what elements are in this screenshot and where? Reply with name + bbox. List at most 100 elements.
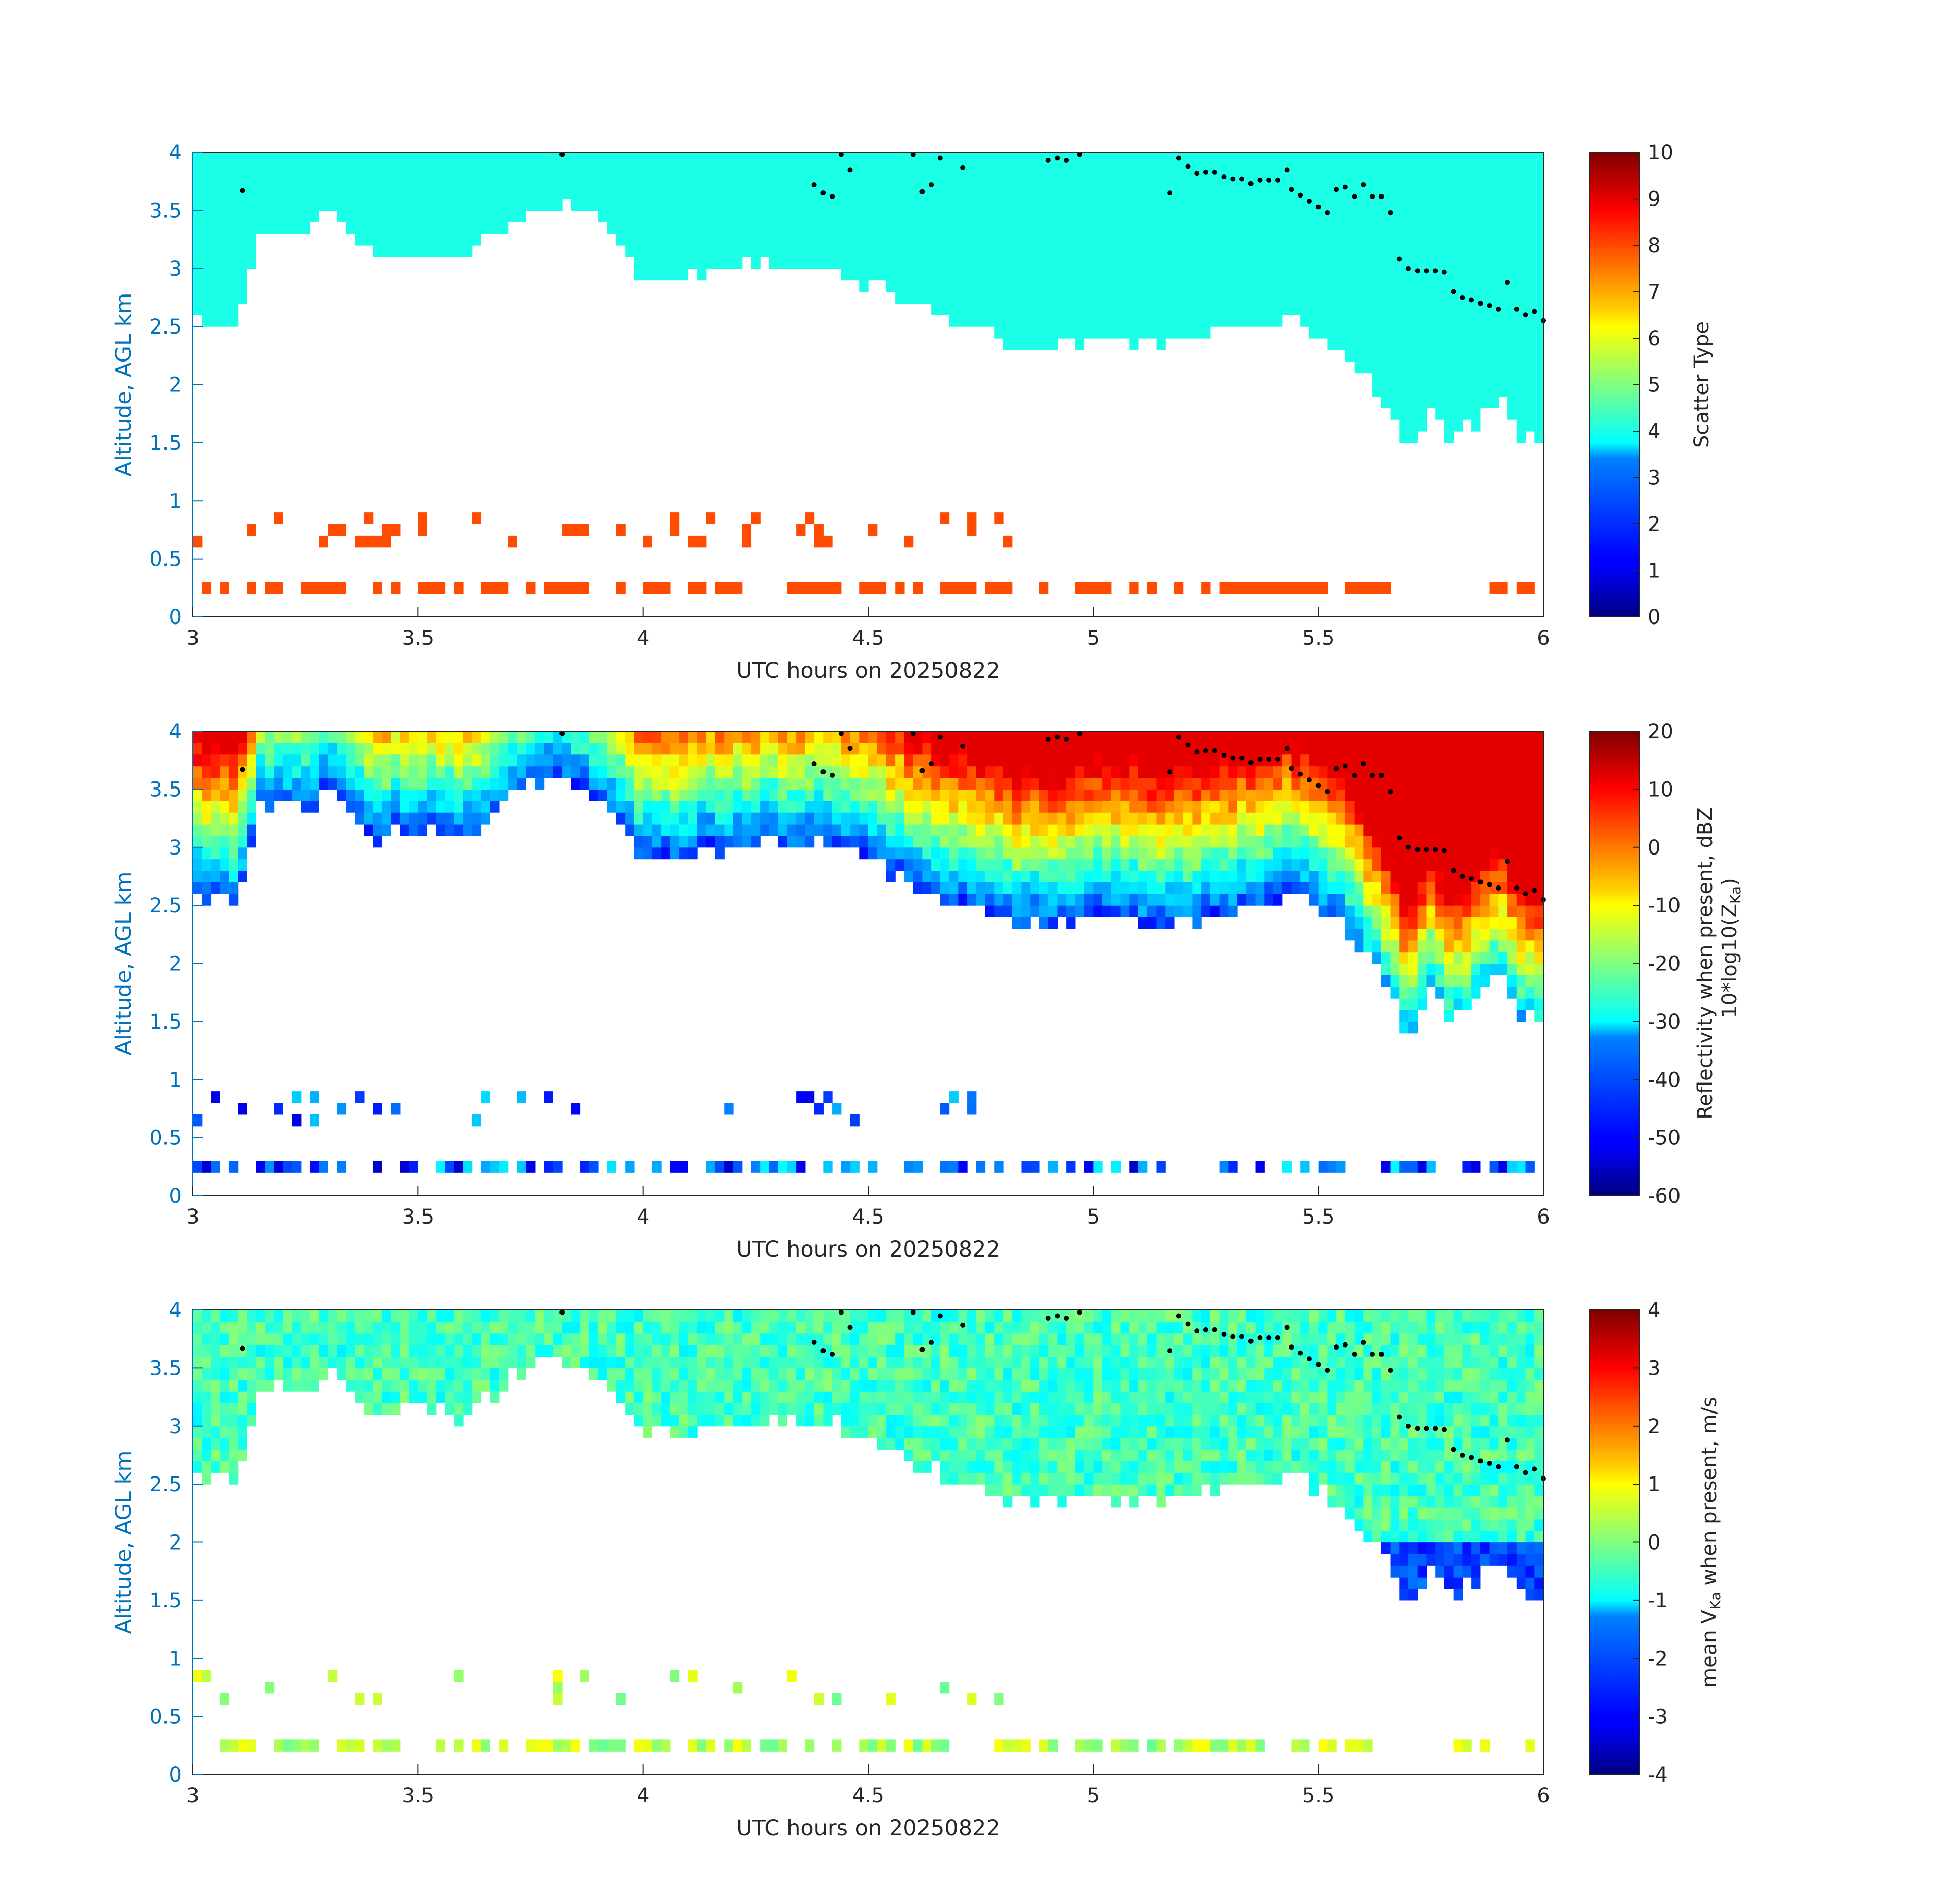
cell bbox=[1417, 975, 1427, 987]
cell bbox=[454, 152, 464, 165]
cell bbox=[1138, 905, 1148, 917]
cell bbox=[598, 1368, 608, 1380]
cell bbox=[1138, 175, 1148, 188]
cell bbox=[1462, 175, 1472, 188]
cell bbox=[1354, 303, 1364, 315]
cell bbox=[616, 234, 626, 246]
cell bbox=[1444, 777, 1454, 790]
cell bbox=[427, 1310, 437, 1322]
cell bbox=[1354, 280, 1364, 292]
cell bbox=[1237, 315, 1247, 327]
cell bbox=[1039, 326, 1049, 339]
cell bbox=[228, 1403, 239, 1415]
cell bbox=[1219, 152, 1229, 165]
cell bbox=[580, 1344, 589, 1357]
cell bbox=[670, 1344, 680, 1357]
cell bbox=[715, 835, 725, 848]
cell bbox=[1480, 199, 1490, 211]
cell bbox=[211, 245, 220, 257]
cell bbox=[985, 268, 995, 281]
cell bbox=[1219, 754, 1229, 767]
cell bbox=[1489, 326, 1499, 339]
cell bbox=[616, 812, 626, 825]
cell bbox=[1093, 268, 1103, 281]
colorbar-tick-label: 5 bbox=[1648, 374, 1660, 397]
cell bbox=[742, 234, 752, 246]
cell bbox=[643, 210, 652, 222]
cell bbox=[823, 835, 833, 848]
cell bbox=[1201, 824, 1211, 836]
cell bbox=[1273, 870, 1283, 882]
cell bbox=[1318, 801, 1328, 813]
cell bbox=[364, 777, 374, 790]
cell bbox=[1336, 152, 1346, 165]
cell bbox=[1273, 766, 1283, 778]
cell bbox=[454, 187, 464, 200]
cell bbox=[967, 152, 977, 165]
cell bbox=[535, 742, 545, 755]
cell bbox=[1210, 870, 1220, 882]
cell bbox=[526, 742, 536, 755]
cell bbox=[1435, 812, 1445, 825]
cell bbox=[1129, 315, 1139, 327]
cell bbox=[1102, 210, 1112, 222]
cell bbox=[1462, 975, 1472, 987]
cell bbox=[1480, 963, 1490, 975]
cell bbox=[1426, 951, 1436, 964]
cell bbox=[1498, 349, 1508, 362]
cell bbox=[1282, 882, 1292, 894]
cell bbox=[922, 801, 932, 813]
cell bbox=[211, 256, 220, 269]
colorbar-label: Scatter Type bbox=[1690, 321, 1714, 448]
cell bbox=[481, 582, 490, 594]
cell bbox=[922, 812, 932, 825]
cell bbox=[1363, 882, 1373, 894]
cell bbox=[1516, 291, 1526, 304]
cell bbox=[445, 766, 454, 778]
cell bbox=[1021, 917, 1031, 929]
cell bbox=[1093, 766, 1103, 778]
cell bbox=[1453, 812, 1463, 825]
cell bbox=[859, 234, 869, 246]
cell bbox=[256, 1368, 266, 1380]
cell bbox=[220, 1426, 229, 1438]
cell bbox=[310, 731, 319, 743]
cell bbox=[922, 882, 932, 894]
cell bbox=[643, 1356, 652, 1368]
cell bbox=[454, 1414, 464, 1427]
cell bbox=[643, 801, 652, 813]
marker-point bbox=[1370, 772, 1375, 778]
cell bbox=[1228, 812, 1238, 825]
cell bbox=[1462, 268, 1472, 281]
cell bbox=[958, 152, 968, 165]
cell bbox=[886, 234, 896, 246]
cell bbox=[436, 742, 446, 755]
cell bbox=[1417, 812, 1427, 825]
cell bbox=[958, 824, 968, 836]
cell bbox=[373, 187, 382, 200]
cell bbox=[913, 210, 923, 222]
cell bbox=[841, 256, 851, 269]
cell bbox=[1048, 175, 1058, 188]
cell bbox=[949, 152, 959, 165]
cell bbox=[1156, 256, 1166, 269]
cell bbox=[1273, 163, 1283, 176]
cell bbox=[625, 1356, 635, 1368]
cell bbox=[1057, 835, 1067, 848]
cell bbox=[859, 731, 869, 743]
cell bbox=[373, 1693, 382, 1705]
cell bbox=[643, 742, 652, 755]
cell bbox=[823, 1161, 833, 1173]
cell bbox=[742, 1344, 752, 1357]
cell bbox=[337, 754, 347, 767]
cell bbox=[868, 199, 878, 211]
cell bbox=[454, 1670, 464, 1682]
cell bbox=[1354, 222, 1364, 234]
cell bbox=[544, 163, 553, 176]
cell bbox=[1336, 754, 1346, 767]
cell bbox=[967, 268, 977, 281]
cell bbox=[1363, 268, 1373, 281]
cell bbox=[724, 1380, 734, 1392]
cell bbox=[913, 256, 923, 269]
cell bbox=[472, 163, 482, 176]
